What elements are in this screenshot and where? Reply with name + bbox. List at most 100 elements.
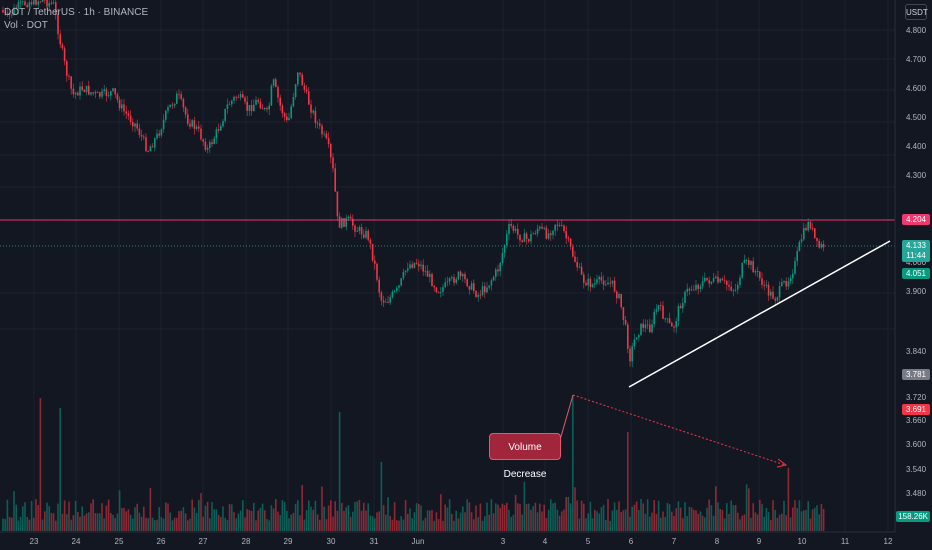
candle-body <box>699 286 702 289</box>
chart-legend: DOT / TetherUS · 1h · BINANCE Vol · DOT <box>4 6 148 32</box>
currency-button[interactable]: USDT <box>905 4 928 20</box>
candle-body <box>297 72 299 85</box>
volume-bar <box>486 502 488 531</box>
candle-body <box>321 125 323 135</box>
time-axis-ticks: 23 24 25 26 27 28 29 30 31 Jun 3 4 5 6 7 8 9 10 11 12 <box>30 537 893 546</box>
ascending-trendline[interactable] <box>628 240 891 388</box>
candle-body <box>616 291 618 299</box>
volume-bar <box>171 520 174 531</box>
volume-bar <box>451 513 453 531</box>
time-tick-label: 31 <box>370 537 379 546</box>
candle-body <box>624 319 627 325</box>
candle-body <box>464 274 466 280</box>
volume-bar <box>13 490 15 531</box>
volume-bar <box>308 500 310 531</box>
volume-bar <box>684 502 686 531</box>
candle-body <box>85 85 88 93</box>
volume-bar <box>402 519 405 531</box>
price-axis-panel[interactable] <box>895 0 932 532</box>
candle-body <box>26 5 28 8</box>
volume-legend[interactable]: Vol · DOT <box>4 20 48 31</box>
volume-bar <box>545 518 548 531</box>
candle-body <box>580 266 583 275</box>
candle-body <box>591 284 594 288</box>
candle-body <box>125 111 127 114</box>
volume-bar <box>743 514 746 531</box>
price-tick-label: 4.500 <box>906 113 927 122</box>
volume-decrease-arrow[interactable] <box>572 394 786 466</box>
volume-bar <box>552 503 554 531</box>
volume-bar <box>200 493 202 531</box>
candle-body <box>396 287 398 291</box>
volume-bar <box>354 502 356 531</box>
candle-body <box>213 138 215 145</box>
volume-bar <box>642 503 644 531</box>
time-axis-panel[interactable] <box>0 532 895 550</box>
volume-bar <box>607 499 609 531</box>
volume-bar <box>772 500 774 531</box>
candle-body <box>611 280 614 284</box>
candle-body <box>440 291 442 293</box>
volume-bar <box>767 512 770 531</box>
candle-body <box>435 287 438 293</box>
volume-bar <box>682 518 684 531</box>
candle-body <box>277 86 279 98</box>
volume-bar <box>695 510 697 531</box>
candle-body <box>72 88 75 95</box>
candle-body <box>182 98 185 108</box>
candle-body <box>607 282 609 285</box>
candle-body <box>789 278 792 282</box>
candle-body <box>781 282 783 287</box>
candle-body <box>398 285 400 288</box>
volume-bar <box>741 515 743 531</box>
volume-bar <box>668 504 671 531</box>
candle-body <box>543 227 545 229</box>
candle-body <box>332 157 334 169</box>
candle-body <box>189 123 191 127</box>
candle-body <box>312 110 314 113</box>
candle-body <box>750 261 752 265</box>
volume-bar <box>211 501 213 531</box>
volume-bar <box>343 510 345 531</box>
volume-bar <box>512 514 515 531</box>
volume-bar <box>547 509 550 531</box>
candle-body <box>706 277 708 281</box>
candle-body <box>437 292 440 293</box>
volume-bar <box>706 507 708 531</box>
volume-bar <box>613 502 616 531</box>
time-tick-label: 23 <box>30 537 39 546</box>
volume-decrease-callout[interactable]: Volume Decrease <box>489 433 561 480</box>
volume-bar <box>404 499 407 531</box>
volume-bar <box>677 501 680 531</box>
candle-body <box>37 1 39 5</box>
symbol-legend[interactable]: DOT / TetherUS · 1h · BINANCE <box>4 7 149 18</box>
candle-body <box>622 307 625 320</box>
volume-bar <box>484 516 486 531</box>
candle-body <box>556 224 559 226</box>
volume-bar <box>220 517 222 531</box>
candle-body <box>415 262 418 264</box>
candle-body <box>145 137 147 152</box>
candle-body <box>33 0 35 5</box>
volume-bar <box>499 507 501 531</box>
candle-body <box>763 284 765 286</box>
candle-body <box>101 90 103 97</box>
volume-bar <box>63 500 66 531</box>
volume-bar <box>334 501 336 531</box>
volume-bar <box>765 508 768 531</box>
volume-bar <box>213 509 215 531</box>
candle-body <box>41 0 44 2</box>
volume-bar <box>468 502 471 531</box>
candle-body <box>576 261 578 268</box>
volume-bar <box>440 494 442 531</box>
volume-bar <box>666 502 669 531</box>
candle-body <box>105 89 108 97</box>
volume-bar <box>809 518 812 531</box>
volume-bar <box>132 518 134 531</box>
volume-bar <box>283 501 286 531</box>
volume-bar <box>145 517 147 531</box>
candle-body <box>446 281 449 283</box>
candle-body <box>371 243 374 261</box>
